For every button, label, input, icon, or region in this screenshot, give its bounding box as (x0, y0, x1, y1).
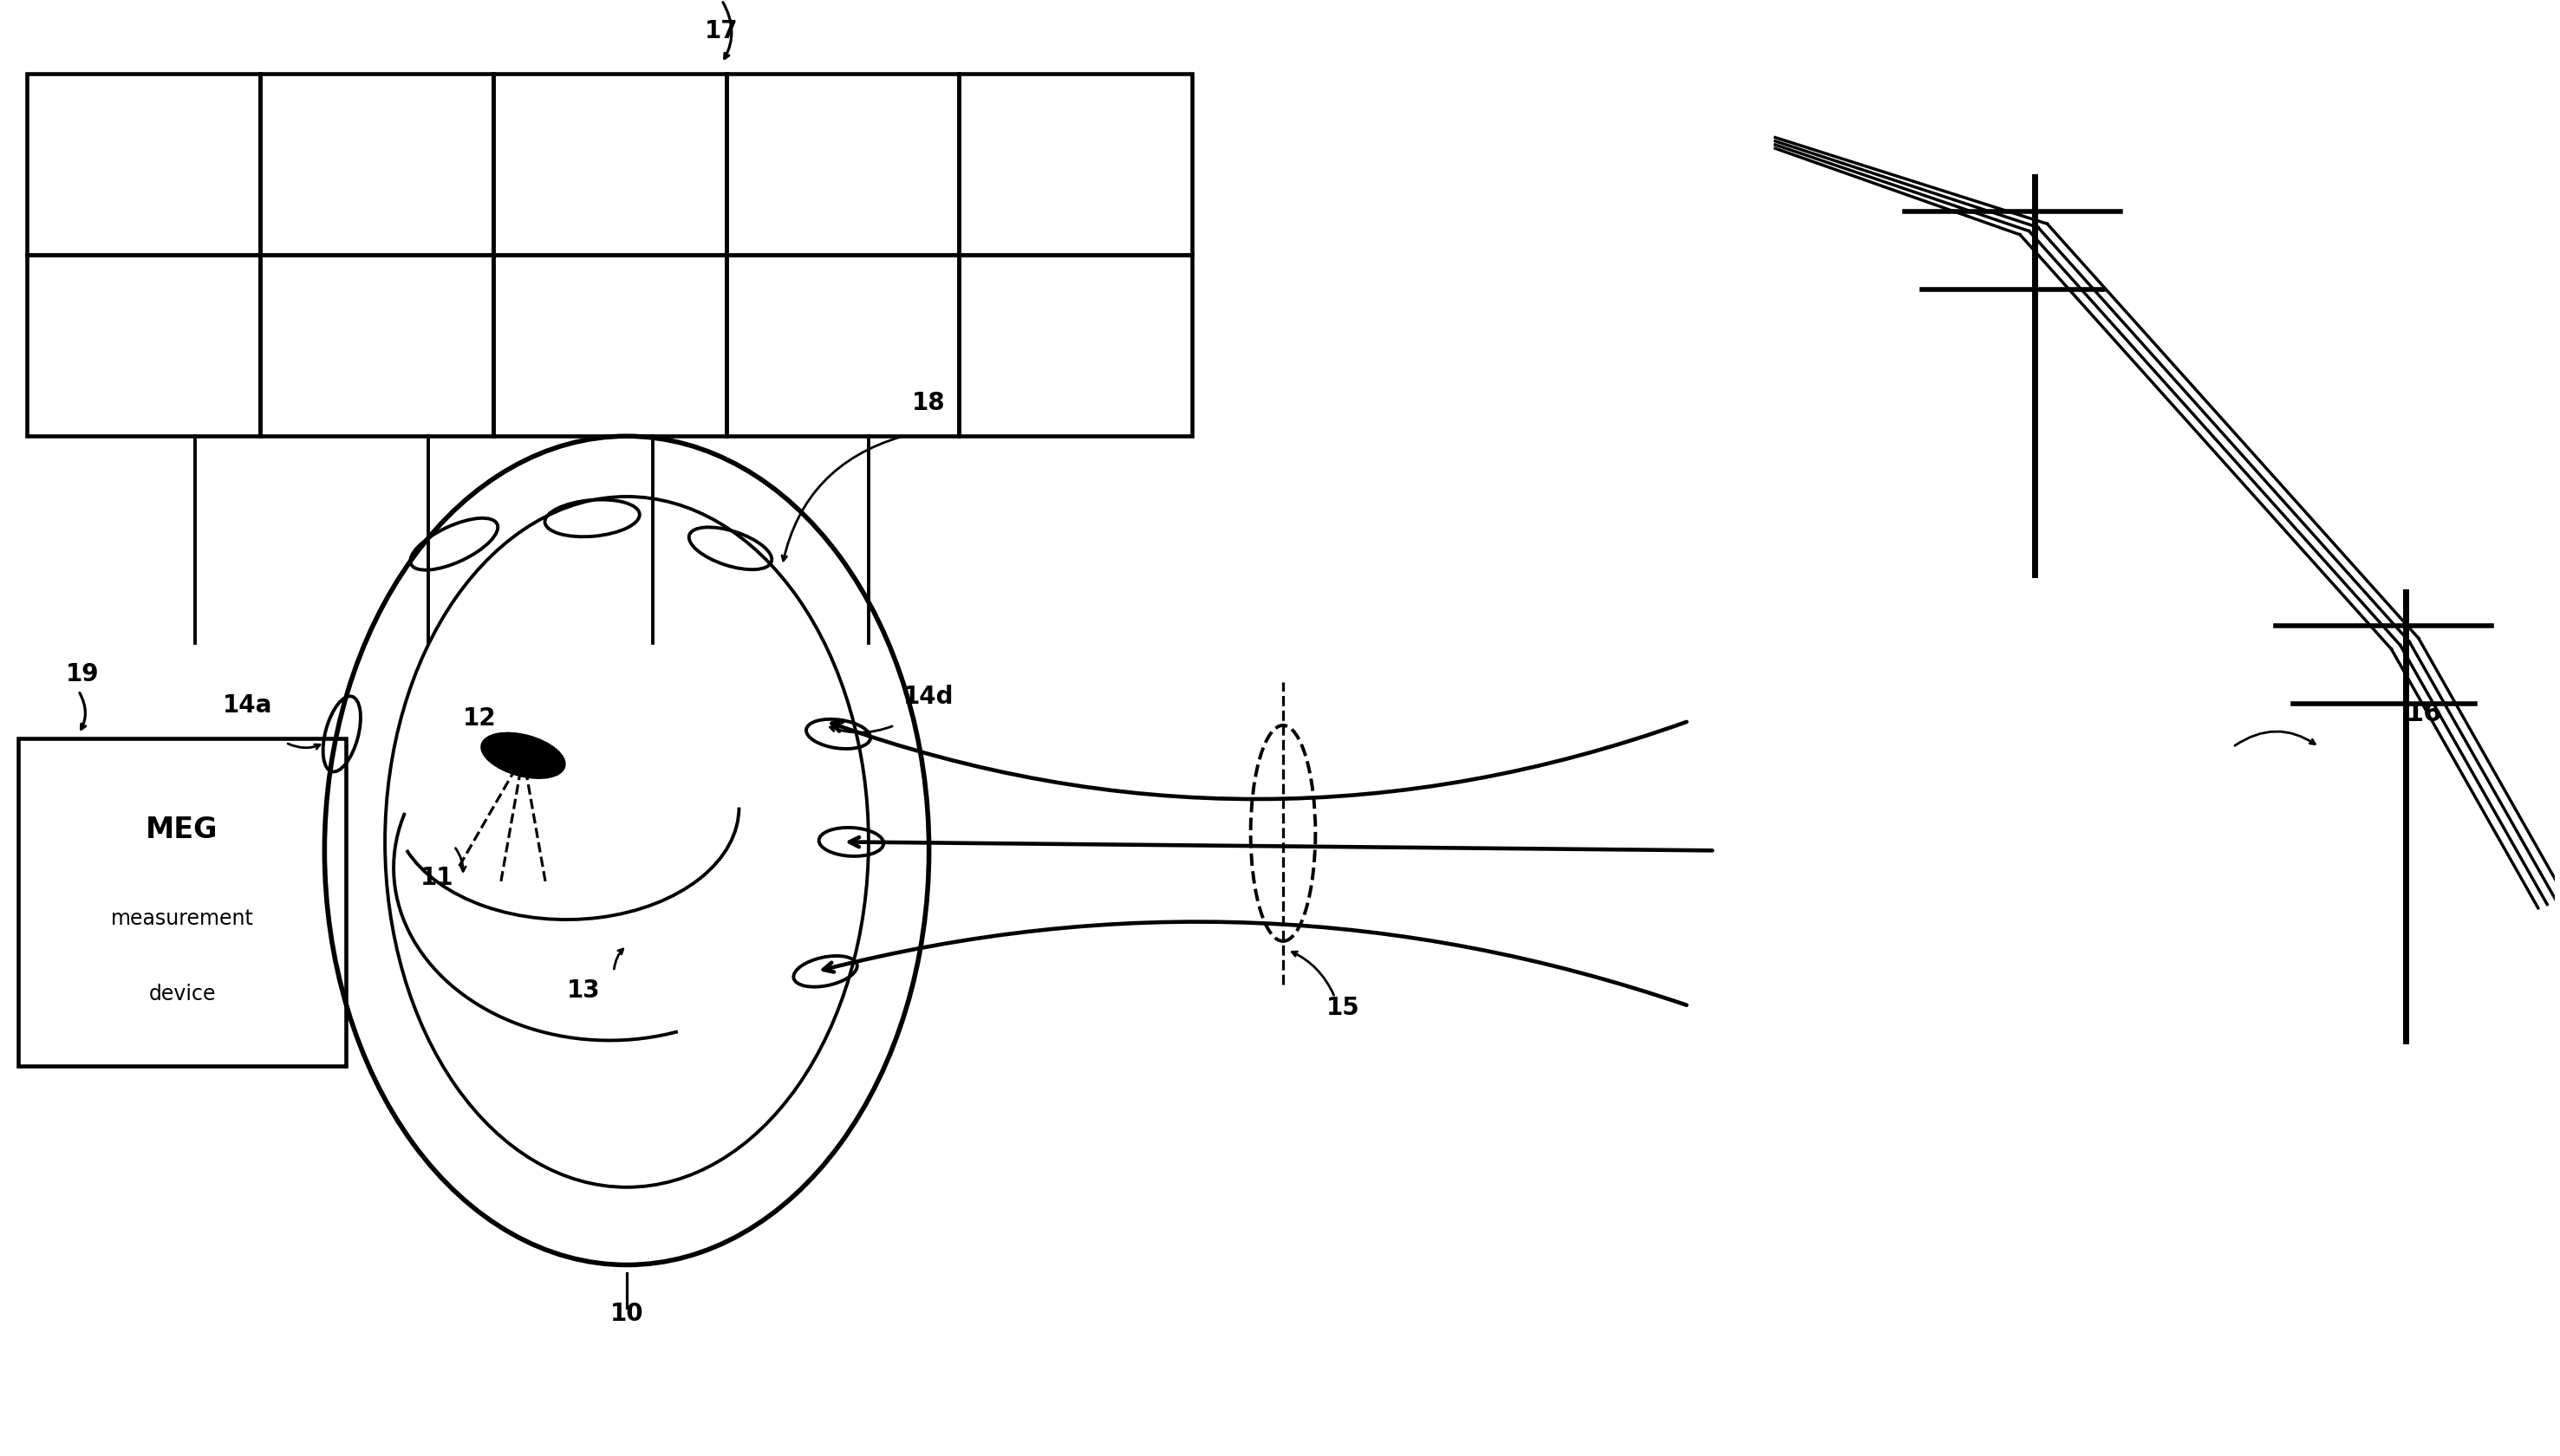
Text: 17: 17 (704, 19, 737, 44)
Bar (18, 738, 346, 1066)
Bar (259, 74, 494, 255)
Text: 14d: 14d (904, 684, 955, 709)
Bar (727, 74, 960, 255)
Bar (259, 255, 494, 437)
Text: 14a: 14a (223, 693, 274, 718)
Bar (26, 74, 259, 255)
Text: 18: 18 (911, 392, 945, 415)
Text: 11: 11 (420, 866, 453, 890)
Text: MEG: MEG (146, 815, 218, 844)
Text: 10: 10 (609, 1302, 643, 1326)
Text: 12: 12 (463, 706, 497, 731)
Text: 19: 19 (67, 662, 100, 687)
Bar (26, 255, 259, 437)
Bar (960, 255, 1193, 437)
Bar (960, 74, 1193, 255)
Bar (727, 255, 960, 437)
Ellipse shape (481, 732, 566, 779)
Text: 16: 16 (2406, 702, 2442, 727)
Text: device: device (148, 984, 215, 1005)
Text: measurement: measurement (110, 909, 253, 929)
Text: 13: 13 (566, 978, 602, 1003)
Bar (494, 74, 727, 255)
Bar (494, 255, 727, 437)
Text: 15: 15 (1326, 996, 1359, 1019)
